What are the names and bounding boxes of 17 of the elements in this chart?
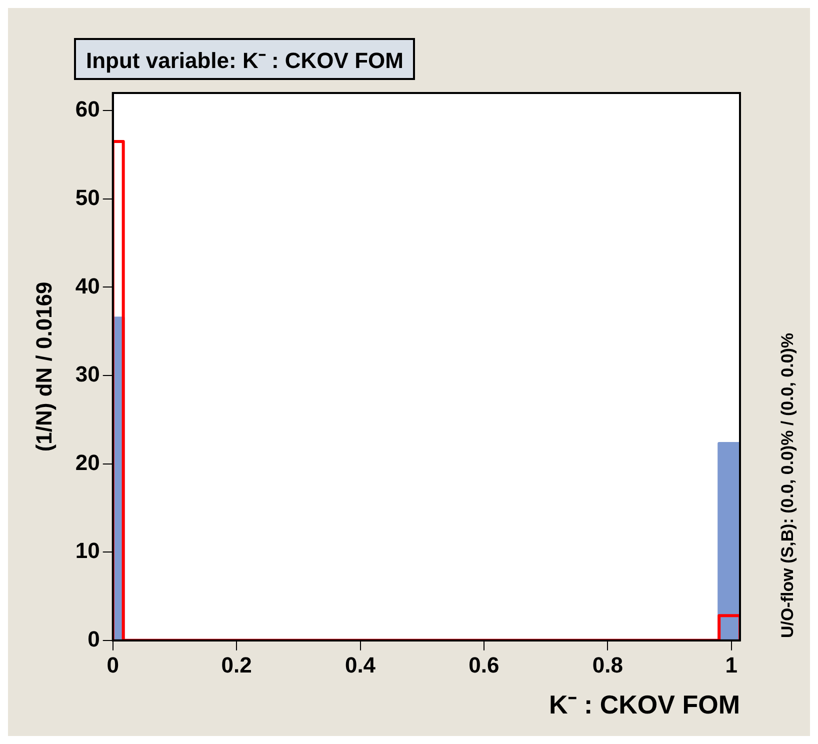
- x-tick-label: 0: [106, 652, 119, 678]
- y-tick-label: 40: [75, 273, 100, 298]
- y-tick-label: 50: [75, 185, 100, 210]
- x-tick-label: 0.4: [344, 652, 376, 678]
- y-tick-label: 10: [75, 538, 100, 564]
- y-tick-label: 0: [88, 626, 100, 652]
- chart-title: Input variable: K⁻ : CKOV FOM: [74, 38, 416, 80]
- text: U/O-flow (S,B): (0.0, 0.0)% / (0.0, 0.0)%: [778, 332, 798, 638]
- y-tick-label: 20: [75, 450, 100, 475]
- x-tick-label: 0.6: [468, 652, 500, 678]
- x-axis-title: K⁻ : CKOV FOM: [549, 690, 740, 720]
- y-axis-title: (1/N) dN / 0.0169: [31, 282, 56, 452]
- y-tick-label: 30: [75, 362, 100, 387]
- x-tick-label: 0.8: [592, 652, 623, 678]
- x-tick-label: 0.2: [221, 652, 252, 678]
- x-tick-label: 1: [725, 652, 738, 678]
- y-tick-label: 60: [75, 96, 100, 122]
